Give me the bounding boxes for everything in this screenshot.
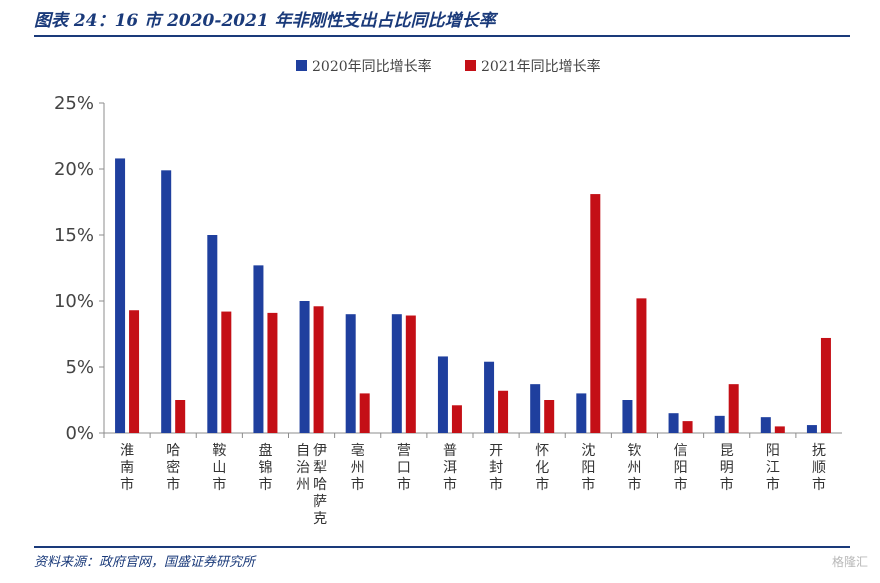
x-category-label: 钦州市 bbox=[627, 443, 641, 493]
x-category-label: 盘锦市 bbox=[258, 442, 272, 493]
bar-2020 bbox=[668, 413, 679, 433]
x-category-label: 营口市 bbox=[397, 443, 411, 493]
legend-label-2020: 2020年同比增长率 bbox=[312, 58, 432, 75]
chart-title: 图表 24：16 市 2020-2021 年非刚性支出占比同比增长率 bbox=[34, 11, 496, 31]
watermark: 格隆汇 bbox=[831, 555, 868, 569]
bar-2021 bbox=[267, 312, 278, 433]
bar-2020 bbox=[437, 356, 448, 433]
bar-2021 bbox=[359, 393, 370, 433]
legend-swatch-2020 bbox=[296, 60, 307, 71]
bar-2021 bbox=[175, 400, 186, 433]
bar-2020 bbox=[760, 417, 771, 433]
bar-2021 bbox=[774, 426, 785, 433]
bar-2020 bbox=[622, 400, 633, 433]
bar-2021 bbox=[590, 194, 601, 433]
x-category-label: 哈密市 bbox=[166, 443, 180, 493]
bar-2020 bbox=[576, 393, 587, 433]
bar-2020 bbox=[299, 301, 310, 433]
x-category-label: 怀化市 bbox=[535, 443, 549, 493]
bar-2021 bbox=[728, 384, 739, 433]
x-category-label: 昆明市 bbox=[720, 443, 734, 493]
bar-2021 bbox=[451, 405, 462, 433]
title-underline bbox=[34, 35, 850, 37]
bar-2020 bbox=[484, 361, 495, 433]
y-tick-label: 20% bbox=[54, 159, 94, 180]
bar-2021 bbox=[820, 337, 831, 433]
bar-2020 bbox=[115, 158, 126, 433]
bar-2021 bbox=[636, 298, 647, 433]
x-category-label: 抚顺市 bbox=[812, 443, 826, 493]
bar-2021 bbox=[129, 310, 140, 433]
source-note: 资料来源：政府官网，国盛证券研究所 bbox=[34, 555, 256, 570]
legend-label-2021: 2021年同比增长率 bbox=[481, 58, 601, 75]
y-tick-label: 0% bbox=[65, 423, 94, 444]
y-tick-label: 5% bbox=[65, 357, 94, 378]
bar-2021 bbox=[313, 306, 324, 433]
x-category-label: 鞍山市 bbox=[212, 443, 226, 493]
bar-2021 bbox=[405, 315, 416, 433]
chart-title-row: 图表 24：16 市 2020-2021 年非刚性支出占比同比增长率 bbox=[34, 7, 850, 35]
x-category-label: 亳州市 bbox=[351, 442, 365, 493]
bar-2020 bbox=[714, 415, 725, 433]
y-tick-label: 10% bbox=[54, 291, 94, 312]
bar-2020 bbox=[161, 170, 172, 433]
x-category-label: 淮南市 bbox=[120, 443, 134, 493]
legend-swatch-2021 bbox=[465, 60, 476, 71]
footer-rule bbox=[34, 546, 850, 548]
bar-2021 bbox=[682, 421, 693, 433]
bar-2020 bbox=[806, 425, 817, 433]
x-category-label: 开封市 bbox=[489, 443, 503, 493]
y-tick-label: 15% bbox=[54, 225, 94, 246]
bar-2020 bbox=[253, 265, 264, 433]
y-tick-label: 25% bbox=[54, 93, 94, 114]
bar-2020 bbox=[345, 314, 356, 433]
x-category-label: 阳江市 bbox=[766, 443, 780, 493]
x-category-label: 伊犁哈萨克自治州 bbox=[296, 443, 327, 527]
x-category-label: 信阳市 bbox=[674, 443, 688, 493]
x-category-label: 沈阳市 bbox=[581, 443, 595, 493]
bar-2020 bbox=[391, 314, 402, 433]
bar-2021 bbox=[544, 400, 555, 433]
bar-2021 bbox=[221, 311, 232, 433]
bar-2021 bbox=[498, 390, 509, 433]
bar-chart: 2020年同比增长率 2021年同比增长率 0% 5% 10% 15% 20% 25% 淮南市 哈… bbox=[54, 58, 842, 527]
bar-2020 bbox=[530, 384, 541, 433]
bar-2020 bbox=[207, 235, 218, 433]
x-category-label: 普洱市 bbox=[443, 443, 457, 493]
